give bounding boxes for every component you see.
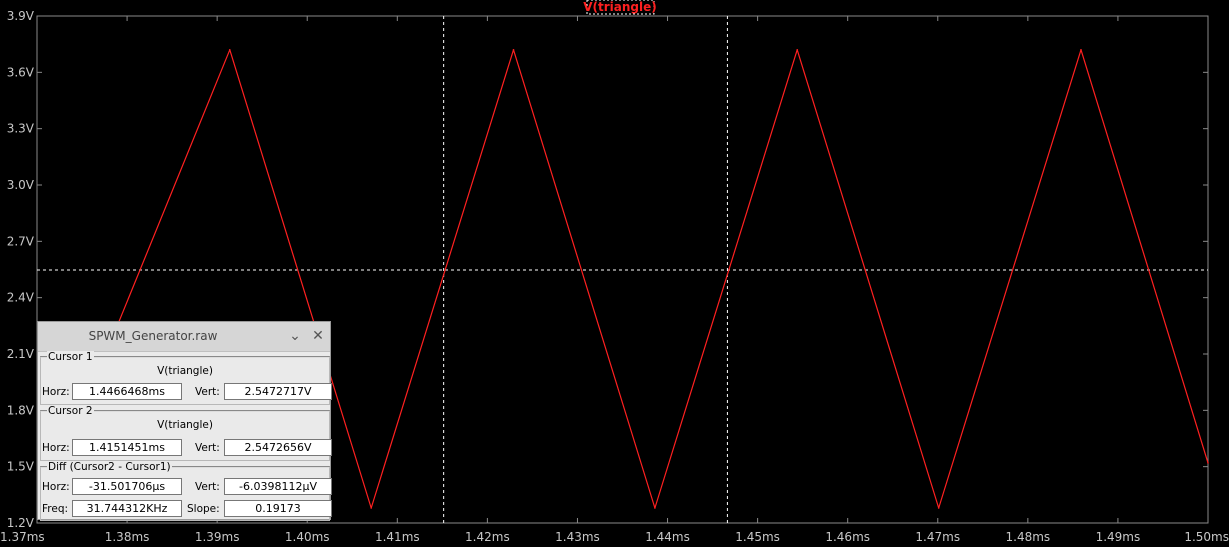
cursor1-horz-label: Horz: [42,386,70,398]
y-tick-label: 3.0V [7,178,35,192]
y-tick-label: 1.8V [7,403,35,417]
cursor2-group: Cursor 2 V(triangle) Horz: 1.4151451ms V… [40,405,332,461]
plot-frame [36,15,1209,524]
x-tick-label: 1.47ms [915,530,960,544]
data-point [937,507,940,509]
diff-horz-label: Horz: [42,481,70,493]
x-tick-label: 1.41ms [375,530,420,544]
window-titlebar[interactable]: SPWM_Generator.raw ⌄ ✕ [38,322,330,352]
y-tick-label: 2.7V [7,234,35,248]
cursor2-horz-field[interactable]: 1.4151451ms [72,439,182,456]
cursor1-vert-field[interactable]: 2.5472717V [224,383,332,400]
x-tick-label: 1.46ms [825,530,870,544]
diff-vert-label: Vert: [195,481,220,493]
x-tick-label: 1.45ms [735,530,780,544]
x-tick-label: 1.43ms [555,530,600,544]
x-tick-label: 1.48ms [1006,530,1051,544]
x-tick-label: 1.42ms [465,530,510,544]
cursor2-vert-label: Vert: [195,442,220,454]
data-point [796,49,799,51]
data-point [1207,462,1209,464]
data-point [1080,49,1082,51]
cursor1-vert-label: Vert: [195,386,220,398]
diff-freq-label: Freq: [42,503,69,515]
cursor2-horz-label: Horz: [42,442,70,454]
chevron-down-icon[interactable]: ⌄ [289,328,301,344]
data-point [512,49,515,51]
x-tick-label: 1.40ms [285,530,330,544]
cursor1-trace: V(triangle) [157,365,213,377]
y-tick-label: 3.6V [7,65,35,79]
cursor-readout-window[interactable]: SPWM_Generator.raw ⌄ ✕ Cursor 1 V(triang… [37,321,332,521]
cursor1-group: Cursor 1 V(triangle) Horz: 1.4466468ms V… [40,351,332,405]
plot-axes: 3.9V 3.6V 3.3V 3.0V 2.7V 2.4V 2.1V 1.8V 1.5V 1.2V… [0,9,1229,544]
cursor-lines[interactable] [37,16,1208,523]
x-tick-label: 1.37ms [0,530,45,544]
x-tick-label: 1.39ms [195,530,240,544]
cursor1-label: Cursor 1 [47,351,94,363]
diff-label: Diff (Cursor2 - Cursor1) [47,461,172,473]
data-point [654,507,656,509]
y-tick-label: 1.2V [7,516,35,530]
diff-horz-field[interactable]: -31.501706µs [72,478,182,495]
cursor2-label: Cursor 2 [47,405,94,417]
y-tick-label: 3.9V [7,9,35,23]
y-tick-label: 2.1V [7,347,35,361]
diff-group: Diff (Cursor2 - Cursor1) Horz: -31.50170… [40,461,332,521]
trace-title-box [586,0,655,15]
x-tick-label: 1.49ms [1096,530,1141,544]
cursor2-trace: V(triangle) [157,419,213,431]
diff-slope-field[interactable]: 0.19173 [224,500,332,517]
cursor1-horz-field[interactable]: 1.4466468ms [72,383,182,400]
y-tick-label: 3.3V [7,122,35,136]
cursor2-vert-field[interactable]: 2.5472656V [224,439,332,456]
x-tick-label: 1.38ms [105,530,150,544]
x-tick-label: 1.44ms [645,530,690,544]
data-point [370,507,372,509]
diff-slope-label: Slope: [187,503,220,515]
y-tick-label: 2.4V [7,291,35,305]
trace-title[interactable]: V(triangle) [583,0,657,14]
window-title: SPWM_Generator.raw [88,329,218,343]
trace-group [81,49,1209,509]
diff-freq-field[interactable]: 31.744312KHz [72,500,182,517]
close-icon[interactable]: ✕ [312,328,324,344]
data-point [228,49,231,51]
y-tick-label: 1.5V [7,460,35,474]
x-tick-label: 1.50ms [1184,530,1229,544]
diff-vert-field[interactable]: -6.0398112µV [224,478,332,495]
